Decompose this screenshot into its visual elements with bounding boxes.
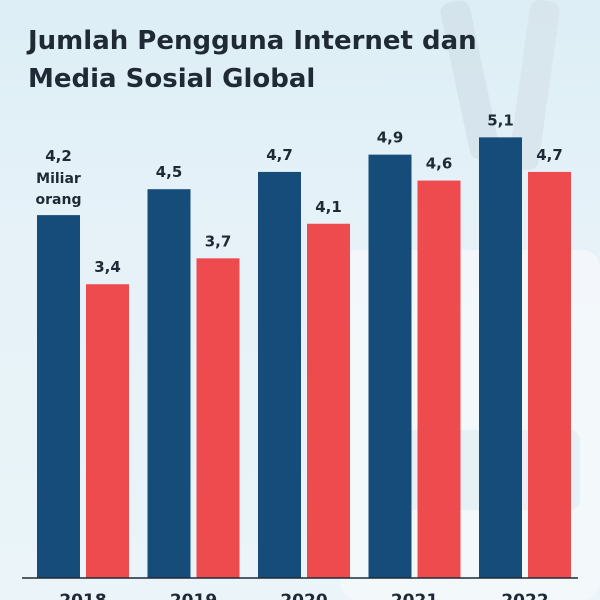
value-label-2021-series-2: 4,6 (426, 155, 453, 173)
chart-title: Jumlah Pengguna Internet dan Media Sosia… (28, 22, 528, 98)
bar-2019-series-1 (147, 189, 191, 578)
value-label-2022-series-1: 5,1 (487, 111, 514, 129)
chart-title-line-1: Jumlah Pengguna Internet dan (28, 26, 477, 56)
value-label-2019-series-1: 4,5 (156, 163, 183, 181)
chart-title-line-2: Media Sosial Global (28, 64, 316, 94)
value-label-2022-series-2: 4,7 (536, 146, 563, 164)
bar-2020-series-2 (307, 223, 350, 578)
value-label-2019-series-2: 3,7 (205, 232, 232, 250)
bar-2021-series-2 (417, 180, 461, 578)
value-label-2020-series-2: 4,1 (315, 198, 342, 216)
value-label-2021-series-1: 4,9 (377, 129, 404, 147)
unit-annotation-1: Miliar (36, 171, 81, 187)
value-label-2018-series-1: 4,2 (45, 147, 72, 165)
bar-2018-series-2 (86, 284, 129, 578)
value-label-2020-series-1: 4,7 (266, 146, 293, 164)
bar-2022-series-2 (528, 171, 571, 579)
bar-2019-series-2 (196, 258, 240, 578)
category-label-2022: 2022 (501, 591, 548, 600)
category-label-2021: 2021 (391, 591, 438, 600)
category-label-2018: 2018 (59, 591, 106, 600)
value-label-2018-series-2: 3,4 (94, 258, 121, 276)
unit-annotation-2: orang (36, 192, 82, 208)
category-label-2019: 2019 (170, 591, 217, 600)
bar-2018-series-1 (37, 215, 80, 578)
bar-2020-series-1 (258, 171, 301, 579)
category-label-2020: 2020 (280, 591, 327, 600)
bar-2022-series-1 (479, 137, 522, 579)
bar-2021-series-1 (368, 154, 412, 578)
